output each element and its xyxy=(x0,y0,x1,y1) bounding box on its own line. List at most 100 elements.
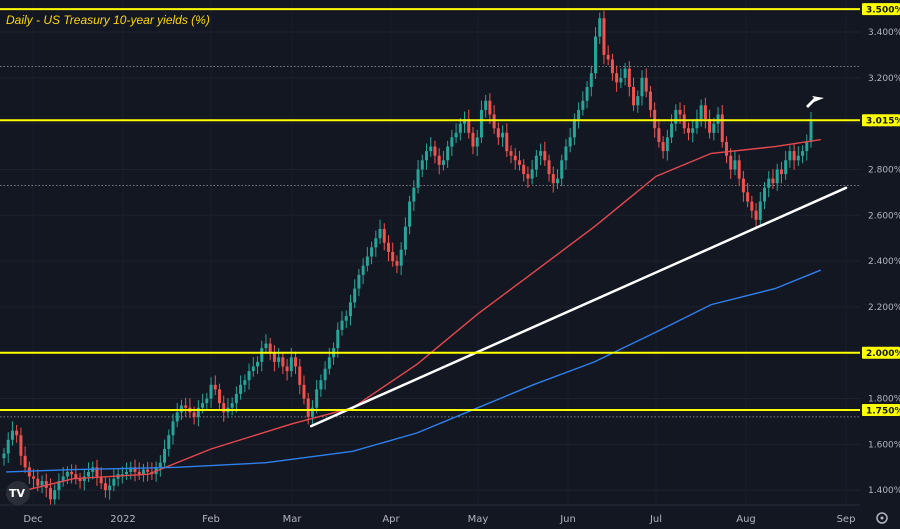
candle-body xyxy=(2,453,6,459)
candle-body xyxy=(260,348,264,362)
candle-body xyxy=(809,121,813,142)
candle-body xyxy=(179,405,183,413)
candle-body xyxy=(382,229,386,243)
candle-body xyxy=(289,357,293,372)
candle-body xyxy=(19,435,23,456)
candle-body xyxy=(425,151,429,161)
candle-body xyxy=(412,187,416,202)
candle-body xyxy=(48,487,52,500)
candle-body xyxy=(348,302,352,317)
candle-body xyxy=(95,467,99,477)
moving-average-line xyxy=(5,269,821,473)
candle-body xyxy=(661,141,665,152)
candle-body xyxy=(530,169,534,179)
candle-body xyxy=(120,474,124,476)
candle-body xyxy=(450,137,454,147)
candle-body xyxy=(53,490,57,500)
candle-body xyxy=(653,109,657,129)
candle-body xyxy=(733,160,737,170)
candle-body xyxy=(192,412,196,417)
candle-body xyxy=(720,114,724,142)
x-tick-label: May xyxy=(468,514,489,525)
candle-body xyxy=(15,430,19,436)
candle-body xyxy=(805,141,809,152)
candle-body xyxy=(370,247,374,257)
candle-body xyxy=(103,483,107,491)
candle-body xyxy=(27,467,31,477)
y-tick-label: 1.600% xyxy=(868,440,900,450)
candle-body xyxy=(146,469,150,472)
arrow-icon xyxy=(806,96,824,108)
candle-body xyxy=(775,169,779,184)
candle-body xyxy=(217,389,221,404)
candle-body xyxy=(763,187,767,202)
trendline xyxy=(309,186,848,428)
candle-body xyxy=(201,403,205,408)
y-tick-label: 2.800% xyxy=(868,165,900,175)
candle-body xyxy=(137,471,141,475)
x-axis-ticks: Dec 2022 Feb Mar Apr May Jun Jul Aug Sep xyxy=(23,514,855,525)
chart-title: Daily - US Treasury 10-year yields (%) xyxy=(6,13,210,27)
candle-body xyxy=(568,137,572,147)
candle-body xyxy=(695,119,699,129)
candle-body xyxy=(594,36,598,74)
candle-body xyxy=(606,54,610,60)
candle-body xyxy=(416,169,420,188)
candle-body xyxy=(509,151,513,156)
candle-body xyxy=(758,201,762,220)
level-tags: 3.500% 3.015% 2.000% 1.750% xyxy=(862,3,900,417)
candle-body xyxy=(686,128,690,133)
candle-body xyxy=(378,229,382,239)
level-tag xyxy=(862,346,900,359)
candle-body xyxy=(577,109,581,120)
candle-body xyxy=(272,352,276,362)
candle-body xyxy=(788,151,792,161)
candle-body xyxy=(463,119,467,124)
candle-body xyxy=(239,384,243,394)
candle-body xyxy=(467,119,471,133)
candle-body xyxy=(598,18,602,37)
candle-body xyxy=(129,467,133,472)
candle-body xyxy=(365,256,369,266)
candle-body xyxy=(281,357,285,367)
candle-body xyxy=(737,160,741,179)
candle-body xyxy=(657,128,661,142)
candle-body xyxy=(323,368,327,381)
candle-body xyxy=(767,178,771,188)
candle-body xyxy=(589,73,593,87)
level-tag xyxy=(862,404,900,417)
price-axis-panel xyxy=(860,0,900,505)
candle-body xyxy=(141,469,145,475)
candle-body xyxy=(644,77,648,92)
candle-body xyxy=(433,146,437,156)
y-tick-label: 3.400% xyxy=(868,28,900,38)
candle-body xyxy=(44,481,48,488)
candle-body xyxy=(298,366,302,385)
level-tag-label: 3.015% xyxy=(866,117,900,127)
y-tick-label: 1.800% xyxy=(868,395,900,405)
tradingview-logo-icon: TV xyxy=(6,481,30,505)
candle-body xyxy=(539,151,543,156)
candle-body xyxy=(560,160,564,179)
candle-body xyxy=(564,146,568,161)
candle-body xyxy=(513,155,517,161)
candle-body xyxy=(627,68,631,87)
candle-body xyxy=(665,137,669,152)
candle-body xyxy=(746,192,750,202)
candle-body xyxy=(602,18,606,55)
candle-body xyxy=(496,128,500,138)
candle-body xyxy=(65,471,69,477)
candle-body xyxy=(319,380,323,390)
grid xyxy=(0,31,860,491)
moving-average-line xyxy=(5,138,821,496)
candle-body xyxy=(353,288,357,303)
candle-body xyxy=(581,100,585,110)
candle-body xyxy=(636,96,640,106)
x-tick-label: Jun xyxy=(559,514,576,525)
candle-body xyxy=(585,86,589,101)
candle-body xyxy=(70,471,74,475)
candle-body xyxy=(302,384,306,399)
candle-body xyxy=(441,160,445,165)
settings-gear-icon[interactable] xyxy=(876,512,888,524)
candle-body xyxy=(336,329,340,349)
